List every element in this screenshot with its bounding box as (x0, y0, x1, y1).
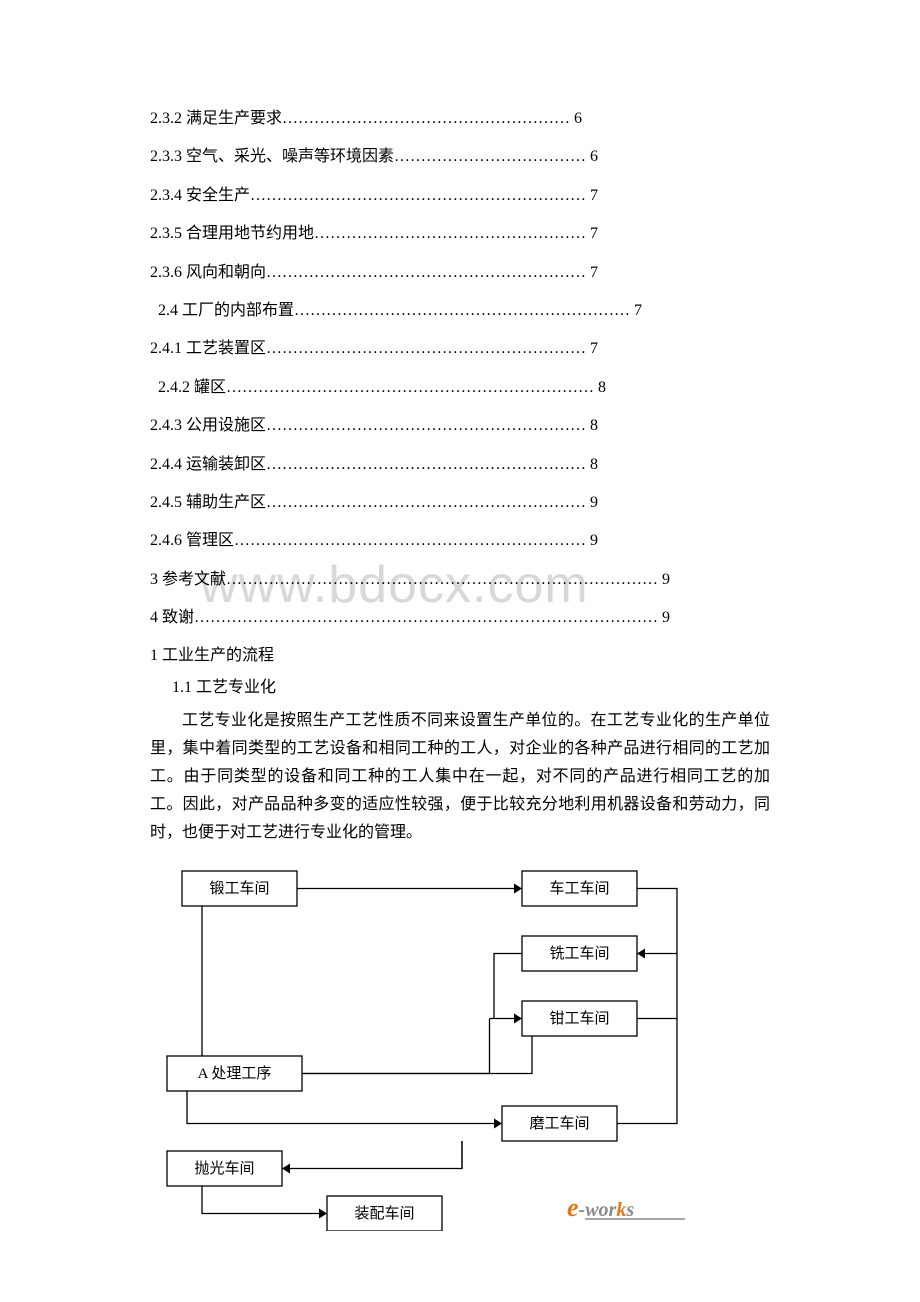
flowchart-svg: 锻工车间 车工车间铣工车间钳工车间 A 处理工序磨工车间抛光车间装配车间 e-work… (152, 861, 762, 1231)
section-heading-1-1: 1.1 工艺专业化 (150, 673, 770, 697)
svg-text:车工车间: 车工车间 (549, 880, 609, 897)
svg-text:钳工车间: 钳工车间 (549, 1010, 609, 1027)
toc-list: 2.3.2 满足生产要求……………………………………………… 62.3.3 空气… (150, 100, 770, 637)
section-heading-1: 1 工业生产的流程 (150, 641, 770, 665)
toc-entry: 2.3.4 安全生产……………………………………………………… 7 (150, 177, 770, 215)
toc-entry: 2.3.5 合理用地节约用地…………………………………………… 7 (150, 215, 770, 253)
toc-entry: 2.4.1 工艺装置区…………………………………………………… 7 (150, 330, 770, 368)
svg-text:A 处理工序: A 处理工序 (198, 1065, 272, 1082)
toc-entry: 2.3.3 空气、采光、噪声等环境因素……………………………… 6 (150, 138, 770, 176)
svg-text:铣工车间: 铣工车间 (549, 945, 609, 962)
toc-entry: 4 致谢…………………………………………………………………………… 9 (150, 599, 770, 637)
toc-entry: 3 参考文献……………………………………………………………………… 9 (150, 561, 770, 599)
svg-text:装配车间: 装配车间 (354, 1205, 414, 1222)
page-content: 2.3.2 满足生产要求……………………………………………… 62.3.3 空气… (150, 100, 770, 1231)
toc-entry: 2.4 工厂的内部布置……………………………………………………… 7 (150, 292, 770, 330)
toc-entry: 2.4.5 辅助生产区…………………………………………………… 9 (150, 484, 770, 522)
toc-entry: 2.4.2 罐区…………………………………………………………… 8 (150, 369, 770, 407)
svg-text:e-works: e-works (567, 1193, 634, 1222)
toc-entry: 2.4.4 运输装卸区…………………………………………………… 8 (150, 446, 770, 484)
svg-text:抛光车间: 抛光车间 (194, 1160, 254, 1177)
toc-entry: 2.4.3 公用设施区…………………………………………………… 8 (150, 407, 770, 445)
flowchart-container: 锻工车间 车工车间铣工车间钳工车间 A 处理工序磨工车间抛光车间装配车间 e-work… (150, 861, 770, 1231)
toc-entry: 2.3.6 风向和朝向…………………………………………………… 7 (150, 254, 770, 292)
svg-text:锻工车间: 锻工车间 (209, 880, 269, 897)
toc-entry: 2.3.2 满足生产要求……………………………………………… 6 (150, 100, 770, 138)
toc-entry: 2.4.6 管理区………………………………………………………… 9 (150, 522, 770, 560)
body-paragraph: 工艺专业化是按照生产工艺性质不同来设置生产单位的。在工艺专业化的生产单位里，集中… (150, 707, 770, 847)
svg-text:磨工车间: 磨工车间 (529, 1115, 589, 1132)
